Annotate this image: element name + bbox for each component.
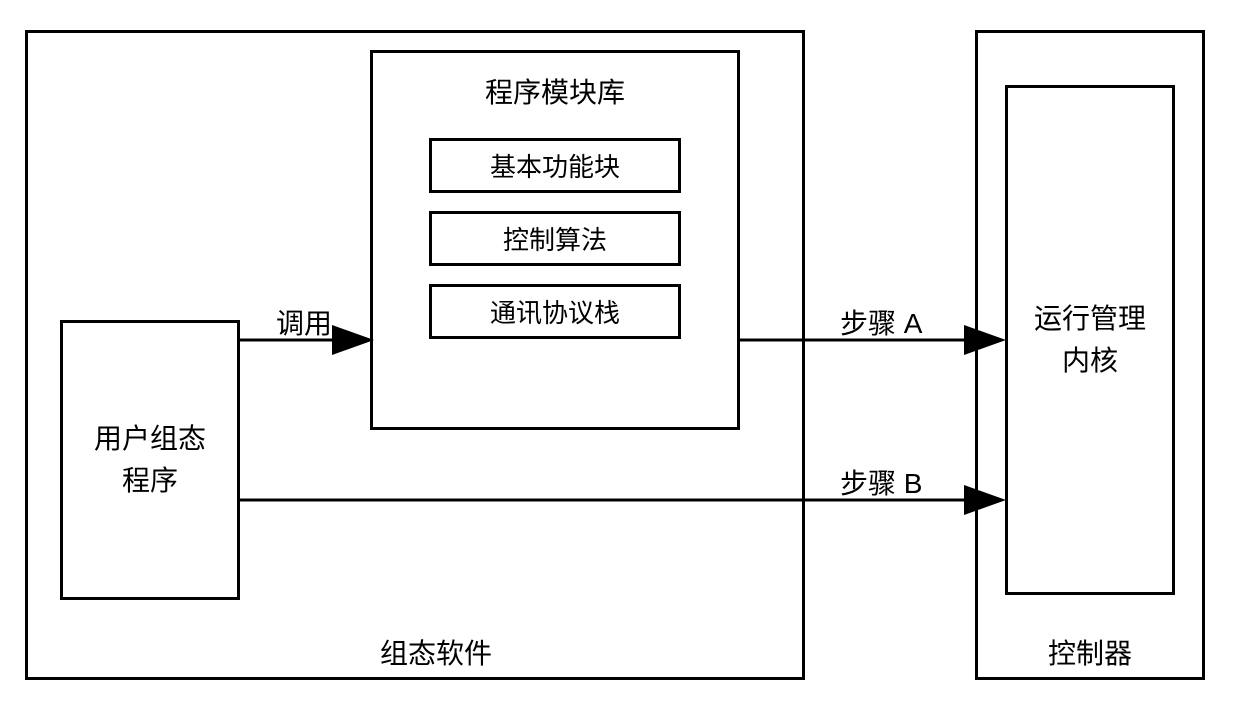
edge-call-label: 调用 (276, 302, 332, 342)
edge-step-b-label: 步骤 B (840, 462, 922, 502)
edge-call (0, 0, 1240, 706)
edge-step-a-label: 步骤 A (840, 302, 922, 342)
diagram-canvas: 组态软件 控制器 用户组态 程序 程序模块库 基本功能块 控制算法 通讯协议栈 … (0, 0, 1240, 706)
